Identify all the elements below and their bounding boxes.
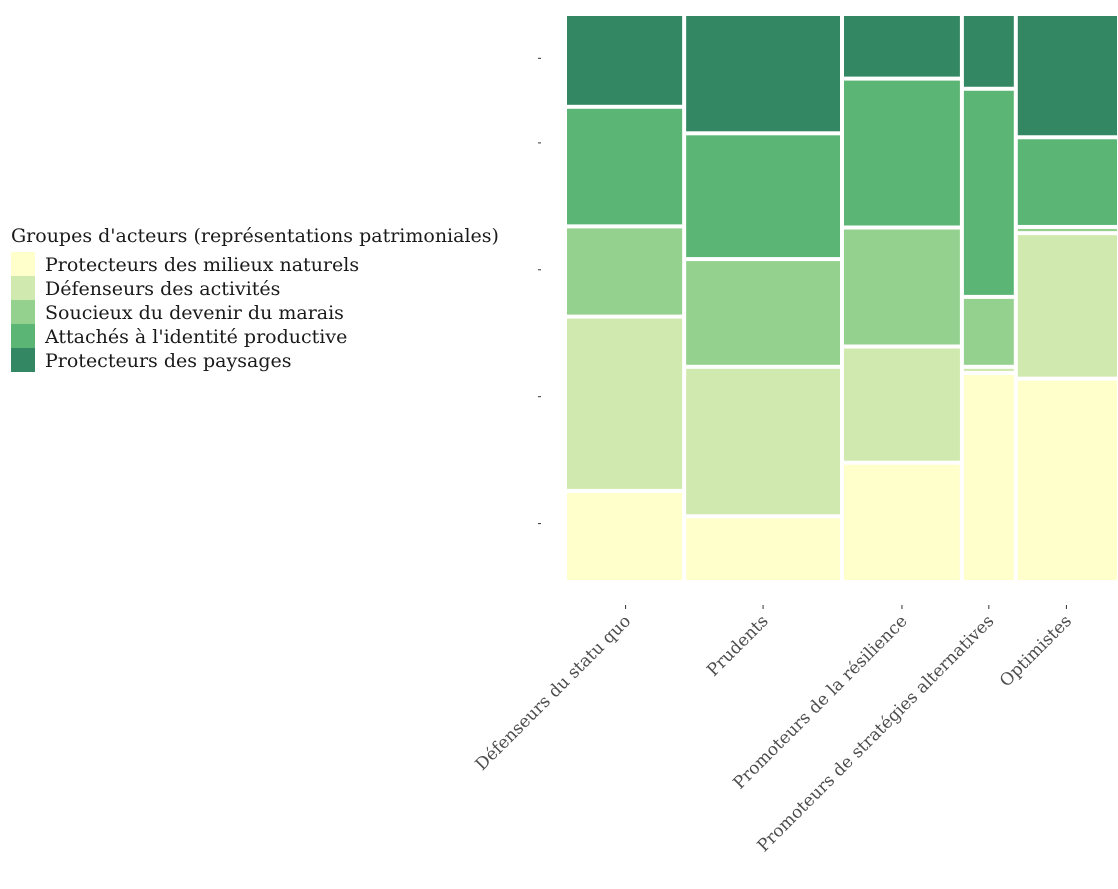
- legend-swatch: [11, 300, 35, 324]
- mosaic-tile: [963, 298, 1014, 365]
- mosaic-tile: [844, 80, 960, 226]
- y-axis-ticks: [538, 57, 541, 525]
- mosaic-tile: [1017, 235, 1117, 377]
- mosaic-tile: [686, 16, 840, 132]
- legend-swatch: [11, 348, 35, 372]
- legend-label: Protecteurs des paysages: [45, 350, 291, 372]
- x-tick-label: Défenseurs du statu quo: [472, 611, 635, 774]
- x-axis-labels: Défenseurs du statu quo PrudentsPromoteur…: [472, 611, 1076, 856]
- mosaic-tile: [1017, 228, 1117, 232]
- mosaic-tile: [567, 16, 683, 105]
- mosaic-tile: [963, 16, 1014, 87]
- mosaic-tile: [963, 90, 1014, 295]
- legend-label: Attachés à l'identité productive: [44, 326, 347, 348]
- legend: Groupes d'acteurs (représentations patri…: [11, 225, 499, 372]
- x-axis-ticks: [625, 605, 1067, 609]
- mosaic-tile: [686, 368, 840, 515]
- mosaic-tile: [963, 368, 1014, 372]
- mosaic-tile: [1017, 139, 1117, 225]
- mosaic-tile: [686, 518, 840, 580]
- legend-swatch: [11, 252, 35, 276]
- mosaic-tile: [1017, 380, 1117, 580]
- mosaic-tile: [963, 375, 1014, 580]
- mosaic-tile: [844, 16, 960, 77]
- mosaic-tile: [844, 464, 960, 580]
- legend-label: Soucieux du devenir du marais: [45, 302, 344, 324]
- mosaic-tile: [567, 108, 683, 225]
- mosaic-tile: [567, 228, 683, 315]
- legend-swatch: [11, 324, 35, 348]
- x-tick-label: Optimistes: [996, 611, 1076, 691]
- mosaic-tile: [844, 229, 960, 345]
- mosaic-tile: [567, 318, 683, 489]
- mosaic-tile: [567, 492, 683, 580]
- mosaic-tiles: [567, 16, 1117, 580]
- legend-label: Protecteurs des milieux naturels: [45, 254, 359, 276]
- legend-label: Défenseurs des activités: [45, 278, 280, 300]
- mosaic-tile: [844, 348, 960, 461]
- mosaic-tile: [686, 135, 840, 258]
- legend-title: Groupes d'acteurs (représentations patri…: [11, 225, 499, 247]
- legend-items: Protecteurs des milieux naturelsDéfenseu…: [11, 252, 359, 372]
- mosaic-tile: [686, 261, 840, 365]
- legend-swatch: [11, 276, 35, 300]
- mosaic-tile: [1017, 16, 1117, 136]
- x-tick-label: Prudents: [703, 611, 772, 680]
